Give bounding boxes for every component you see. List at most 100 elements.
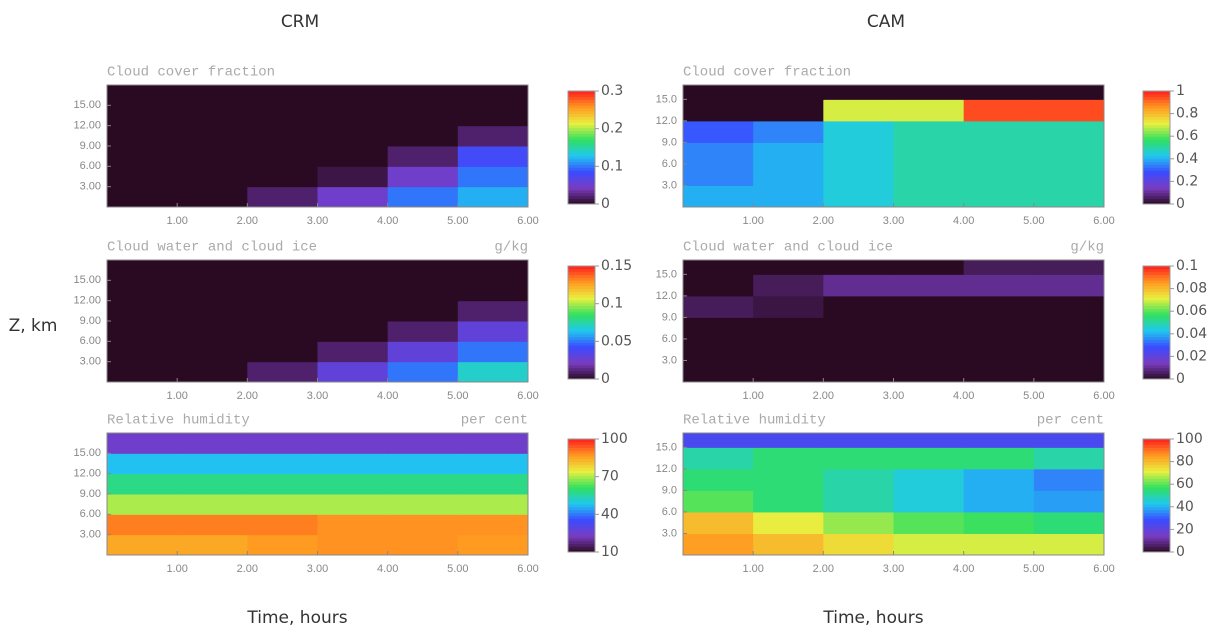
heat-cell [457, 186, 529, 208]
colorbar-step [568, 512, 595, 516]
heat-cell [177, 85, 248, 106]
heat-cell [823, 511, 894, 534]
colorbar-frame [1142, 438, 1171, 553]
heat-cell [893, 260, 965, 275]
heat-cell [893, 468, 965, 491]
colorbar-tick-label: 0 [1176, 196, 1185, 212]
heat-cell [683, 317, 754, 340]
y-tick-label: 6.0 [662, 506, 677, 518]
heat-cell [683, 142, 754, 165]
heat-cell [893, 85, 965, 100]
colorbar-step [568, 192, 595, 197]
y-tick-label: 9.0 [662, 484, 677, 496]
heat-cell [317, 186, 389, 208]
heat-cell [387, 85, 459, 106]
heat-cell [457, 534, 529, 556]
heat-cell [1033, 120, 1105, 143]
heat-cell [107, 300, 178, 322]
colorbar-step [1143, 147, 1170, 151]
x-tick-label: 3.00 [883, 563, 904, 575]
heat-cell [457, 341, 529, 363]
heat-cell [1033, 533, 1105, 556]
colorbar-step [1143, 119, 1170, 123]
colorbar-step [1143, 167, 1170, 171]
colorbar-step [1143, 330, 1170, 335]
colorbar-tick-label: 0 [601, 196, 610, 212]
heat-cell [963, 142, 1035, 165]
colorbar-step [568, 133, 595, 137]
colorbar-step [568, 350, 595, 355]
colorbar-tick-label: 10 [601, 544, 619, 560]
panel-units: g/kg [494, 240, 528, 256]
heat-cell [893, 447, 965, 470]
colorbar-step [1143, 447, 1170, 451]
column-title: CRM [281, 12, 319, 32]
colorbar-step [568, 518, 595, 522]
colorbar-step [1143, 189, 1170, 194]
colorbar-tick-label: 0.6 [1176, 128, 1198, 144]
colorbar-step [1143, 489, 1170, 494]
x-tick-label: 4.00 [377, 563, 398, 575]
colorbar-step [568, 495, 595, 499]
colorbar-step [1143, 487, 1170, 491]
heat-cell [317, 105, 389, 127]
heat-cell [247, 280, 318, 302]
colorbar-step [568, 478, 595, 482]
colorbar-step [568, 107, 595, 112]
heat-cell [107, 321, 178, 342]
heat-cell [1033, 338, 1105, 361]
heat-cell [177, 361, 248, 383]
heat-cell [317, 280, 389, 302]
colorbar-step [568, 333, 595, 338]
colorbar-step [1143, 110, 1170, 115]
heat-cell [683, 511, 754, 534]
heat-cell [823, 99, 894, 122]
colorbar-step [1143, 274, 1170, 278]
heat-cell [457, 473, 529, 495]
colorbar-step [1143, 322, 1170, 326]
heat-cell [247, 534, 318, 556]
colorbar-step [1143, 139, 1170, 143]
heat-cell [683, 468, 754, 491]
y-axis-label: Z, km [9, 316, 58, 336]
colorbar-tick-label: 40 [601, 506, 619, 522]
colorbar-step [568, 540, 595, 545]
colorbar-step [568, 136, 595, 140]
colorbar-tick-label: 0.1 [1176, 258, 1198, 274]
colorbar-tick-label: 80 [1176, 454, 1194, 470]
colorbar-step [568, 314, 595, 318]
heat-cell [963, 120, 1035, 143]
colorbar-step [568, 475, 595, 480]
colorbar-step [1143, 503, 1170, 508]
colorbar-step [568, 489, 595, 494]
colorbar-step [568, 184, 595, 188]
heat-cell [683, 274, 754, 297]
heat-cell [753, 120, 824, 143]
heat-cell [893, 511, 965, 534]
colorbar-step [1143, 266, 1170, 270]
heat-cell [387, 361, 459, 383]
panel-title: Cloud cover fraction [107, 65, 275, 81]
heat-cell [457, 453, 529, 475]
heat-cell [963, 99, 1035, 122]
colorbar-step [1143, 291, 1170, 295]
colorbar-step [568, 444, 595, 448]
heat-cell [1033, 447, 1105, 470]
colorbar-step [1143, 158, 1170, 163]
heat-cell [177, 341, 248, 363]
y-tick-label: 6.0 [662, 158, 677, 170]
colorbar-step [568, 308, 595, 312]
heat-cell [107, 453, 178, 475]
colorbar-step [1143, 133, 1170, 137]
colorbar-step [568, 336, 595, 340]
colorbar-step [1143, 333, 1170, 338]
colorbar-step [1143, 99, 1170, 103]
heat-cell [107, 186, 178, 208]
heat-cell [317, 514, 389, 536]
x-tick-label: 2.00 [237, 390, 258, 402]
x-tick-label: 6.00 [1093, 563, 1114, 575]
colorbar-step [568, 484, 595, 488]
colorbar-step [1143, 376, 1170, 380]
colorbar-step [1143, 475, 1170, 480]
heat-cell [387, 433, 459, 454]
